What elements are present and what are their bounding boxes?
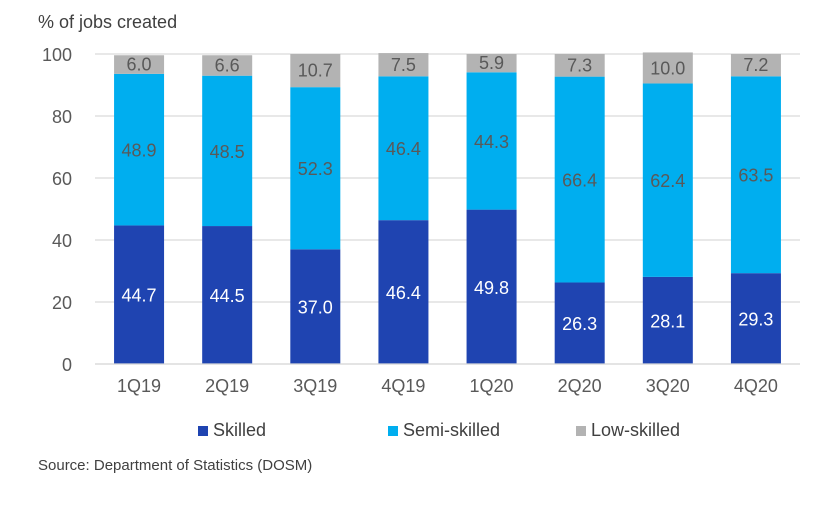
data-label: 44.5 bbox=[210, 286, 245, 306]
bar-semi-skilled-4Q19 bbox=[378, 76, 429, 221]
bar-skilled-2Q20 bbox=[554, 282, 605, 364]
bar-semi-skilled-2Q19 bbox=[202, 75, 253, 227]
bar-low-skilled-2Q19 bbox=[202, 55, 253, 76]
legend-label: Semi-skilled bbox=[403, 420, 501, 440]
y-axis-label: % of jobs created bbox=[38, 12, 178, 32]
data-label: 52.3 bbox=[298, 159, 333, 179]
legend-item-low-skilled: Low-skilled bbox=[576, 420, 680, 441]
data-label: 46.4 bbox=[386, 283, 421, 303]
legend-item-semi-skilled: Semi-skilled bbox=[388, 420, 500, 441]
data-label: 44.3 bbox=[474, 132, 509, 152]
data-label: 66.4 bbox=[562, 171, 597, 191]
x-tick-label: 3Q19 bbox=[293, 376, 337, 396]
bar-semi-skilled-2Q20 bbox=[554, 76, 605, 283]
bar-semi-skilled-1Q20 bbox=[466, 72, 517, 210]
data-label: 6.6 bbox=[215, 55, 240, 75]
data-label: 28.1 bbox=[650, 311, 685, 331]
data-label: 62.4 bbox=[650, 171, 685, 191]
data-label: 26.3 bbox=[562, 314, 597, 334]
x-tick-label: 3Q20 bbox=[646, 376, 690, 396]
bar-low-skilled-4Q20 bbox=[730, 54, 781, 77]
data-label: 7.3 bbox=[567, 55, 592, 75]
source-note: Source: Department of Statistics (DOSM) bbox=[38, 457, 313, 474]
data-label: 10.7 bbox=[298, 61, 333, 81]
bar-low-skilled-3Q20 bbox=[642, 52, 693, 84]
data-label: 7.5 bbox=[391, 55, 416, 75]
bar-skilled-3Q20 bbox=[642, 276, 693, 364]
y-tick-label: 80 bbox=[52, 107, 72, 127]
bar-skilled-4Q20 bbox=[730, 273, 781, 364]
data-label: 10.0 bbox=[650, 59, 685, 79]
bar-skilled-3Q19 bbox=[290, 249, 341, 364]
data-label: 46.4 bbox=[386, 139, 421, 159]
bar-skilled-1Q20 bbox=[466, 209, 517, 364]
bar-skilled-4Q19 bbox=[378, 220, 429, 364]
data-label: 48.5 bbox=[210, 142, 245, 162]
y-tick-label: 0 bbox=[62, 355, 72, 375]
legend-swatch bbox=[198, 425, 208, 436]
data-label: 6.0 bbox=[127, 55, 152, 75]
bar-semi-skilled-3Q20 bbox=[642, 83, 693, 277]
bar-low-skilled-1Q20 bbox=[466, 54, 517, 73]
bar-semi-skilled-4Q20 bbox=[730, 76, 781, 274]
bar-skilled-1Q19 bbox=[114, 225, 165, 364]
x-tick-label: 1Q19 bbox=[117, 376, 161, 396]
bar-semi-skilled-1Q19 bbox=[114, 73, 165, 226]
legend-label: Low-skilled bbox=[591, 420, 681, 440]
y-tick-label: 40 bbox=[52, 231, 72, 251]
legend-item-skilled: Skilled bbox=[198, 420, 266, 441]
x-tick-label: 4Q20 bbox=[734, 376, 778, 396]
data-label: 48.9 bbox=[122, 141, 157, 161]
bar-low-skilled-3Q19 bbox=[290, 54, 341, 88]
data-label: 29.3 bbox=[738, 310, 773, 330]
x-tick-label: 4Q19 bbox=[381, 376, 425, 396]
legend: Skilled Semi-skilled Low-skilled bbox=[0, 420, 840, 442]
y-tick-label: 20 bbox=[52, 293, 72, 313]
x-tick-label: 2Q20 bbox=[558, 376, 602, 396]
legend-label: Skilled bbox=[213, 420, 267, 440]
data-label: 7.2 bbox=[743, 55, 768, 75]
x-tick-label: 2Q19 bbox=[205, 376, 249, 396]
bar-low-skilled-2Q20 bbox=[554, 54, 605, 77]
legend-swatch bbox=[576, 425, 586, 436]
data-label: 63.5 bbox=[738, 166, 773, 186]
data-label: 37.0 bbox=[298, 298, 333, 318]
bar-low-skilled-4Q19 bbox=[378, 53, 429, 77]
x-tick-label: 1Q20 bbox=[470, 376, 514, 396]
bar-skilled-2Q19 bbox=[202, 226, 253, 364]
bar-low-skilled-1Q19 bbox=[114, 55, 165, 74]
legend-swatch bbox=[388, 425, 398, 436]
data-label: 5.9 bbox=[479, 53, 504, 73]
data-label: 44.7 bbox=[122, 286, 157, 306]
y-tick-label: 100 bbox=[42, 45, 72, 65]
y-tick-label: 60 bbox=[52, 169, 72, 189]
bar-semi-skilled-3Q19 bbox=[290, 87, 341, 250]
data-label: 49.8 bbox=[474, 278, 509, 298]
